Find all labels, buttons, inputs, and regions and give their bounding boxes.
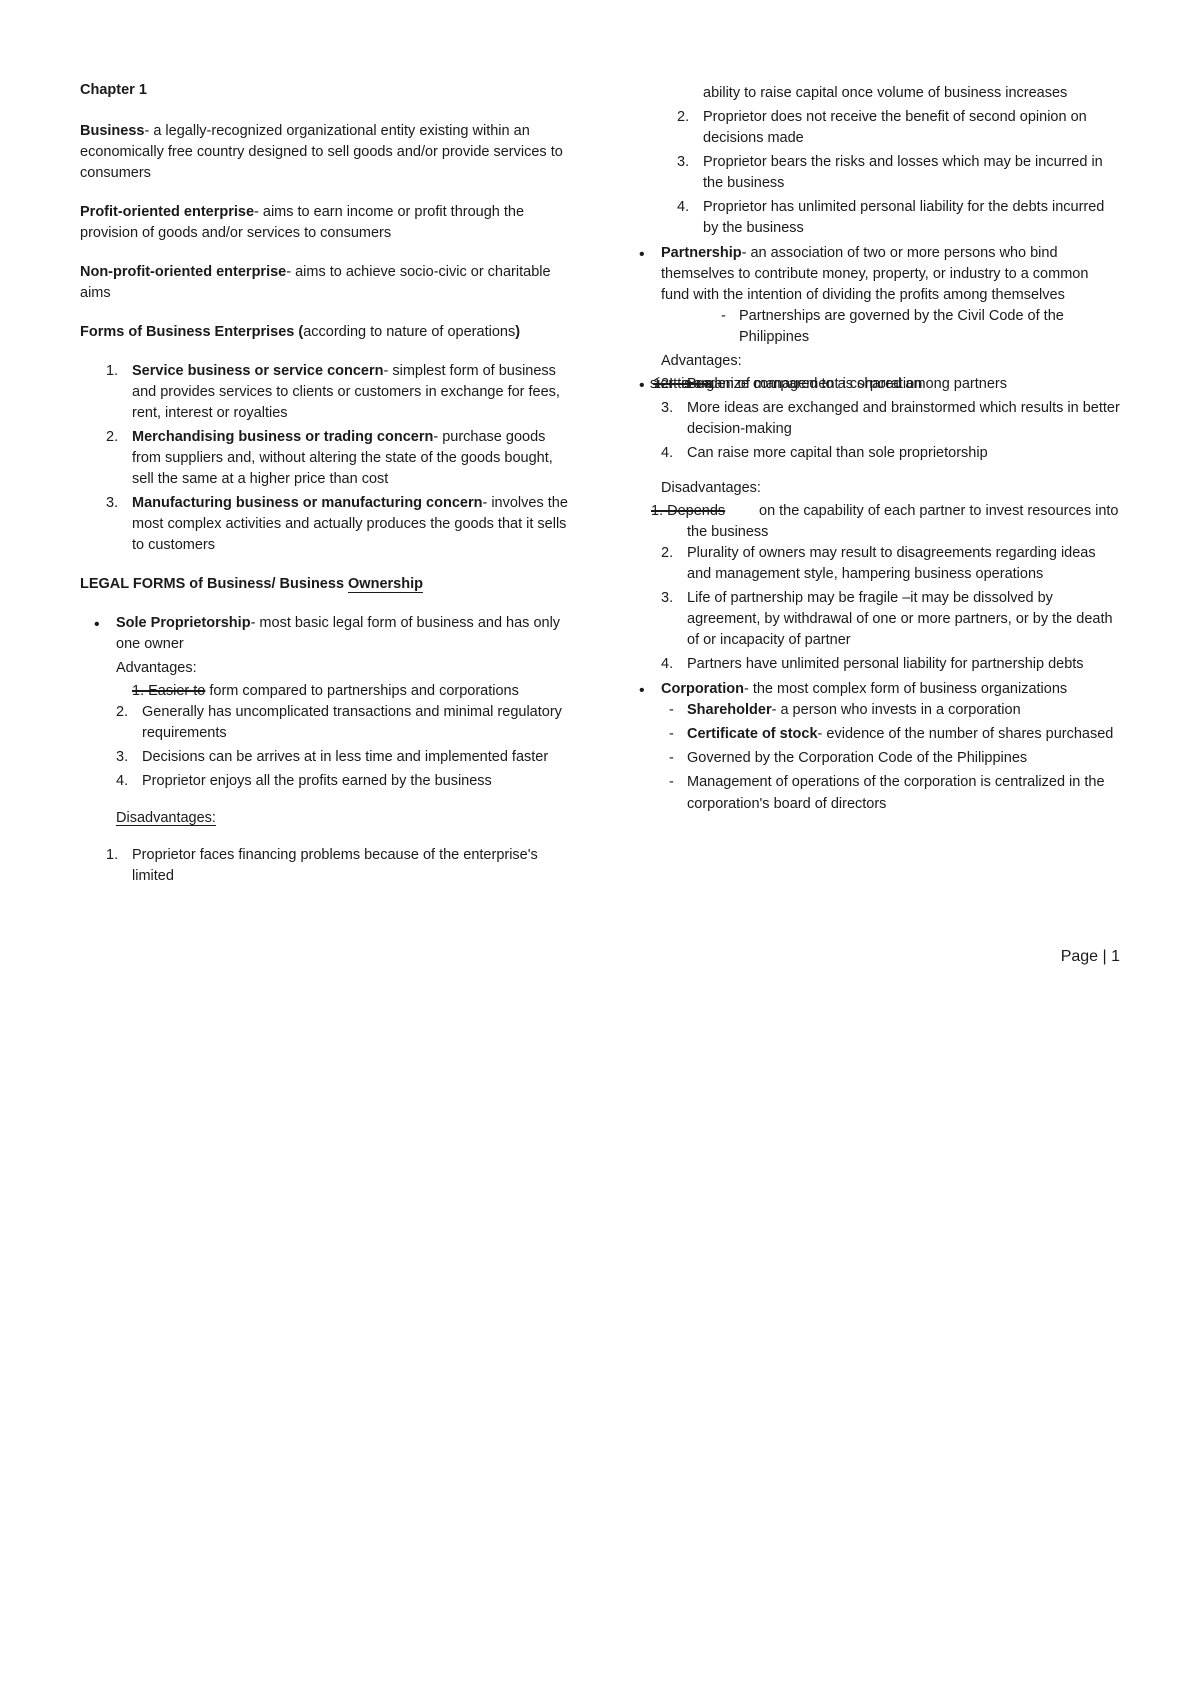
- sole-adv-list: Generally has uncomplicated transactions…: [116, 702, 575, 792]
- partnership-disadv-1: 1. Depends on the capability of each par…: [661, 501, 1120, 543]
- form-term-2: Merchandising business or trading concer…: [132, 429, 433, 445]
- sole-adv-3: Decisions can be arrives at in less time…: [142, 747, 575, 768]
- form-term-1: Service business or service concern: [132, 363, 383, 379]
- sole-item: Sole Proprietorship- most basic legal fo…: [116, 613, 575, 837]
- sole-disadv-4: Proprietor has unlimited personal liabil…: [703, 197, 1120, 239]
- sole-disadv-list-col1: Proprietor faces financing problems beca…: [80, 845, 575, 887]
- sole-disadv-1: Proprietor faces financing problems beca…: [132, 845, 575, 887]
- right-column: ability to raise capital once volume of …: [625, 80, 1120, 905]
- partnership-disadv-3: Life of partnership may be fragile –it m…: [687, 588, 1120, 651]
- sole-adv-1-strike: 1. Easier to: [132, 683, 205, 699]
- form-item-3: Manufacturing business or manufacturing …: [132, 493, 575, 556]
- term-business: Business: [80, 123, 144, 139]
- sole-disadv-label: Disadvantages:: [116, 808, 216, 829]
- partnership-adv-4: Can raise more capital than sole proprie…: [687, 443, 1120, 464]
- form-item-2: Merchandising business or trading concer…: [132, 427, 575, 490]
- partnership-note: Partnerships are governed by the Civil C…: [739, 306, 1120, 348]
- sole-disadv-2: Proprietor does not receive the benefit …: [703, 107, 1120, 149]
- form-item-1: Service business or service concern- sim…: [132, 361, 575, 424]
- sole-adv-label: Advantages:: [116, 658, 575, 679]
- partnership-disadv-4: Partners have unlimited personal liabili…: [687, 654, 1120, 675]
- def-business-text: - a legally-recognized organizational en…: [80, 123, 563, 181]
- form-term-3: Manufacturing business or manufacturing …: [132, 495, 482, 511]
- corp-def-2: - evidence of the number of shares purch…: [818, 726, 1114, 742]
- term-profit: Profit-oriented enterprise: [80, 204, 254, 220]
- sole-adv-1-rest: form compared to partnerships and corpor…: [205, 683, 519, 699]
- partnership-bullet2: Burden of management is shared among par…: [625, 374, 1120, 814]
- corporation-item: Corporation- the most complex form of bu…: [661, 679, 1120, 814]
- partnership-note-list: Partnerships are governed by the Civil C…: [661, 306, 1120, 348]
- forms-heading-bold: Forms of Business Enterprises (: [80, 324, 303, 340]
- partnership-item: Partnership- an association of two or mo…: [661, 243, 1120, 395]
- partnership-disadv-2: Plurality of owners may result to disagr…: [687, 543, 1120, 585]
- sole-bullet: Sole Proprietorship- most basic legal fo…: [80, 613, 575, 837]
- legal-heading: LEGAL FORMS of Business/ Business Owners…: [80, 574, 575, 595]
- corp-dash-4: Management of operations of the corporat…: [687, 772, 1120, 814]
- sole-disadv-3: Proprietor bears the risks and losses wh…: [703, 152, 1120, 194]
- corp-term-2: Certificate of stock: [687, 726, 818, 742]
- corp-def-1: - a person who invests in a corporation: [772, 702, 1021, 718]
- page-content: Chapter 1 Business- a legally-recognized…: [80, 80, 1120, 905]
- corporation-dash-list: Shareholder- a person who invests in a c…: [661, 700, 1120, 814]
- forms-heading: Forms of Business Enterprises (according…: [80, 322, 575, 343]
- legal-heading-under: Ownership: [348, 576, 423, 592]
- sole-adv-2: Generally has uncomplicated transactions…: [142, 702, 575, 744]
- forms-list: Service business or service concern- sim…: [80, 361, 575, 556]
- sole-term: Sole Proprietorship: [116, 615, 251, 631]
- corp-dash-1: Shareholder- a person who invests in a c…: [687, 700, 1120, 721]
- partnership-adv-list: Burden of management is shared among par…: [661, 374, 1120, 464]
- legal-heading-text: LEGAL FORMS of Business/ Business: [80, 576, 348, 592]
- corporation-def: - the most complex form of business orga…: [744, 681, 1067, 697]
- corp-term-1: Shareholder: [687, 702, 772, 718]
- partnership-wrap: Burden of management is shared among par…: [661, 374, 1120, 675]
- partnership-disadv-list: Plurality of owners may result to disagr…: [661, 543, 1120, 675]
- left-column: Chapter 1 Business- a legally-recognized…: [80, 80, 575, 905]
- def-profit: Profit-oriented enterprise- aims to earn…: [80, 202, 575, 244]
- forms-heading-close: ): [515, 324, 520, 340]
- corp-dash-3: Governed by the Corporation Code of the …: [687, 748, 1120, 769]
- partnership-disadv-1-strike: 1. Depends: [651, 503, 725, 519]
- partnership-disadv-label: Disadvantages:: [661, 478, 1120, 499]
- partnership-adv-2: Burden of management is shared among par…: [687, 374, 1120, 395]
- term-nonprofit: Non-profit-oriented enterprise: [80, 264, 286, 280]
- page-footer: Page | 1: [80, 945, 1120, 968]
- sole-adv-4: Proprietor enjoys all the profits earned…: [142, 771, 575, 792]
- forms-heading-rest: according to nature of operations: [303, 324, 515, 340]
- corporation-term: Corporation: [661, 681, 744, 697]
- sole-adv-1: 1. Easier to form compared to partnershi…: [116, 681, 575, 702]
- partnership-term: Partnership: [661, 245, 742, 261]
- corp-dash-2: Certificate of stock- evidence of the nu…: [687, 724, 1120, 745]
- sole-disadv-list-col2: ability to raise capital once volume of …: [625, 83, 1120, 239]
- def-nonprofit: Non-profit-oriented enterprise- aims to …: [80, 262, 575, 304]
- chapter-title: Chapter 1: [80, 80, 575, 101]
- partnership-adv-3: More ideas are exchanged and brainstorme…: [687, 398, 1120, 440]
- partnership-bullet: Partnership- an association of two or mo…: [625, 243, 1120, 395]
- partnership-adv-label: Advantages:: [661, 351, 1120, 372]
- def-business: Business- a legally-recognized organizat…: [80, 121, 575, 184]
- partnership-disadv-1-rest: on the capability of each partner to inv…: [687, 503, 1118, 540]
- sole-disadv-1-cont: ability to raise capital once volume of …: [703, 83, 1120, 104]
